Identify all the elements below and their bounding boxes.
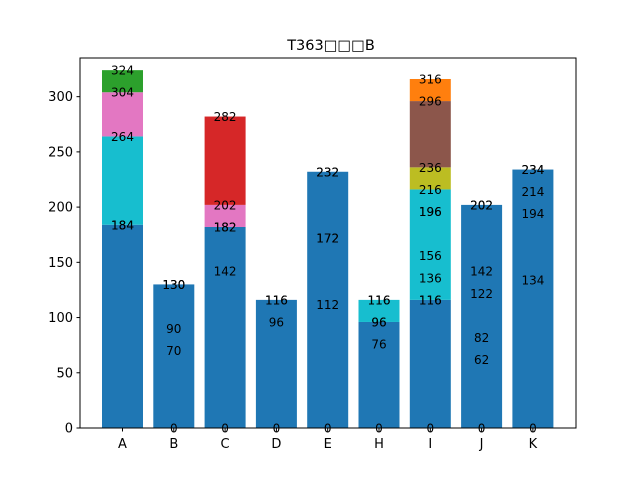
data-label-i-6: 196 (419, 205, 442, 219)
data-label-i-10: 316 (419, 72, 442, 86)
y-axis: 0 50 100 150 200 250 300 (48, 90, 80, 437)
data-label-k-5: 234 (521, 163, 544, 177)
bar-segment-k-0 (512, 169, 554, 429)
bar-segment-a-3 (102, 70, 143, 93)
bar-segment-j-0 (461, 204, 503, 428)
data-label-c-2: 182 (214, 220, 237, 234)
x-tick-label-c: C (221, 437, 230, 452)
data-label-h-4: 116 (368, 293, 391, 307)
data-label-i-1: 116 (419, 293, 442, 307)
data-label-d-3: 116 (265, 293, 288, 307)
x-tick-label-e: E (324, 437, 332, 452)
x-tick-label-j: J (479, 437, 484, 452)
data-label-h-1: 76 (371, 338, 386, 352)
x-tick-label-d: D (271, 437, 281, 452)
data-label-k-3: 214 (521, 185, 544, 199)
data-label-a-4: 324 (111, 64, 134, 78)
data-label-i-3: 136 (419, 271, 442, 285)
y-tick-label-5: 250 (48, 145, 73, 160)
data-label-j-4: 142 (470, 265, 493, 279)
bar-segment-e-0 (307, 171, 349, 428)
data-label-j-1: 62 (474, 353, 489, 367)
data-label-a-2: 264 (111, 130, 134, 144)
y-tick-label-0: 0 (65, 422, 73, 437)
data-label-c-4: 202 (214, 198, 237, 212)
x-tick-label-h: H (374, 437, 384, 452)
y-tick-label-1: 50 (56, 366, 73, 381)
data-label-d-1: 96 (269, 315, 284, 329)
data-label-c-5: 282 (214, 110, 237, 124)
y-tick-label-6: 300 (48, 90, 73, 105)
data-label-d-2: 116 (265, 293, 288, 307)
data-label-c-1: 142 (214, 265, 237, 279)
y-tick-label-2: 100 (48, 311, 73, 326)
bar-segment-c-0 (204, 226, 246, 428)
bar-segment-i-3 (409, 101, 451, 168)
x-tick-label-b: B (169, 437, 178, 452)
data-label-k-2: 194 (521, 207, 544, 221)
bar-segment-i-2 (409, 167, 451, 190)
y-tick-label-3: 150 (48, 256, 73, 271)
bar-segment-i-4 (409, 78, 451, 102)
bar-segment-i-0 (409, 299, 451, 428)
bar-segment-c-2 (204, 116, 246, 205)
data-label-b-3: 130 (162, 278, 185, 292)
data-label-i-5: 196 (419, 205, 442, 219)
data-label-j-5: 202 (470, 198, 493, 212)
data-label-c-3: 182 (214, 220, 237, 234)
bar-segment-h-0 (358, 321, 400, 428)
data-label-k-1: 134 (521, 274, 544, 288)
data-label-b-1: 70 (166, 344, 181, 358)
data-label-j-2: 82 (474, 331, 489, 345)
data-label-i-8: 236 (419, 161, 442, 175)
x-tick-label-i: I (428, 437, 432, 452)
x-tick-label-a: A (118, 437, 127, 452)
bar-segment-c-1 (204, 204, 246, 227)
data-label-h-2: 96 (371, 315, 386, 329)
bar-segment-a-0 (102, 224, 143, 428)
bars-layer (102, 70, 554, 429)
data-label-h-5: 116 (368, 293, 391, 307)
y-tick-label-4: 200 (48, 201, 73, 216)
data-label-j-3: 122 (470, 287, 493, 301)
data-label-k-4: 234 (521, 163, 544, 177)
data-label-a-3: 304 (111, 86, 134, 100)
data-label-e-5: 232 (316, 165, 339, 179)
bar-segment-d-0 (255, 299, 297, 428)
x-tick-label-k: K (529, 437, 538, 452)
data-label-a-1: 184 (111, 218, 134, 232)
data-label-j-6: 202 (470, 198, 493, 212)
data-label-e-1: 112 (316, 298, 339, 312)
bar-segment-a-1 (102, 136, 143, 225)
data-label-i-9: 296 (419, 95, 442, 109)
data-label-i-2: 116 (419, 293, 442, 307)
bar-segment-b-0 (153, 284, 195, 428)
data-label-i-7: 216 (419, 183, 442, 197)
bar-segment-i-1 (409, 189, 451, 300)
data-label-b-4: 130 (162, 278, 185, 292)
data-label-a-0: 184 (111, 218, 134, 232)
bar-segment-h-1 (358, 299, 400, 322)
data-label-h-3: 96 (371, 315, 386, 329)
data-label-e-2: 172 (316, 232, 339, 246)
bar-segment-a-2 (102, 92, 143, 137)
data-label-e-3: 172 (316, 232, 339, 246)
data-label-e-4: 232 (316, 165, 339, 179)
data-label-b-2: 90 (166, 322, 181, 336)
chart-title: T363□□□B (286, 38, 375, 54)
data-label-i-4: 156 (419, 249, 442, 263)
